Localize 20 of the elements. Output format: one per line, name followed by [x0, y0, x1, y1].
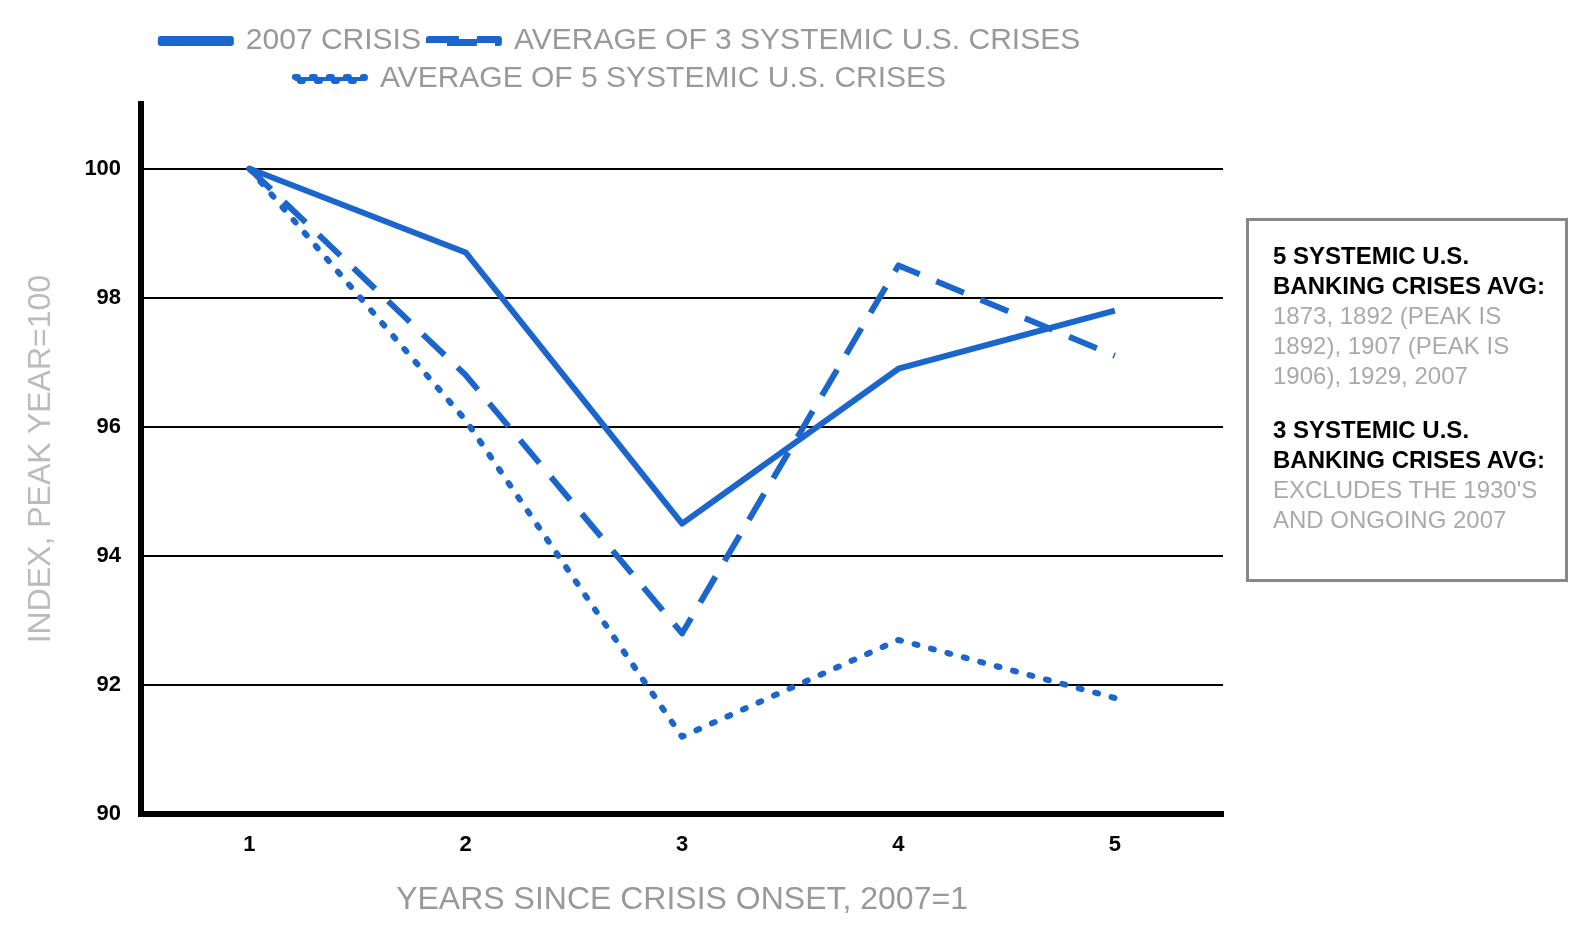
y-tick-label: 96	[96, 412, 122, 438]
y-tick-label: 92	[96, 671, 122, 697]
text: EXCLUDES THE 1930'S AND ONGOING 2007	[1273, 475, 1539, 535]
text: 3 SYSTEMIC U.S. BANKING CRISES AVG:	[1273, 415, 1546, 475]
legend-label: 2007 CRISIS	[245, 22, 421, 56]
x-tick-label: 5	[1108, 831, 1121, 857]
legend-label: AVERAGE OF 3 SYSTEMIC U.S. CRISES	[513, 22, 1081, 56]
y-tick-label: 94	[96, 542, 122, 568]
x-tick-label: 2	[459, 831, 472, 857]
text: 5 SYSTEMIC U.S. BANKING CRISES AVG:	[1273, 241, 1546, 301]
legend-label: AVERAGE OF 5 SYSTEMIC U.S. CRISES	[379, 60, 947, 94]
text: 1873, 1892 (PEAK IS 1892), 1907 (PEAK IS 1906), 1929, 2007	[1273, 301, 1511, 391]
y-tick-label: 98	[96, 283, 122, 309]
x-tick-label: 4	[892, 831, 906, 857]
y-tick-label: 90	[96, 800, 122, 826]
y-tick-label: 100	[84, 154, 122, 180]
x-tick-label: 3	[675, 831, 689, 857]
x-tick-label: 1	[243, 831, 256, 857]
y-axis-title: INDEX, PEAK YEAR=100	[21, 274, 58, 644]
x-axis-title: YEARS SINCE CRISIS ONSET, 2007=1	[396, 879, 968, 916]
